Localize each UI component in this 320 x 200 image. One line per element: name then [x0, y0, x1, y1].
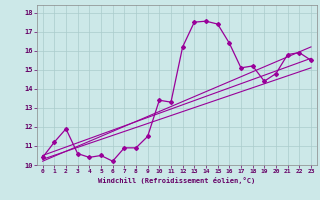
X-axis label: Windchill (Refroidissement éolien,°C): Windchill (Refroidissement éolien,°C): [98, 177, 255, 184]
